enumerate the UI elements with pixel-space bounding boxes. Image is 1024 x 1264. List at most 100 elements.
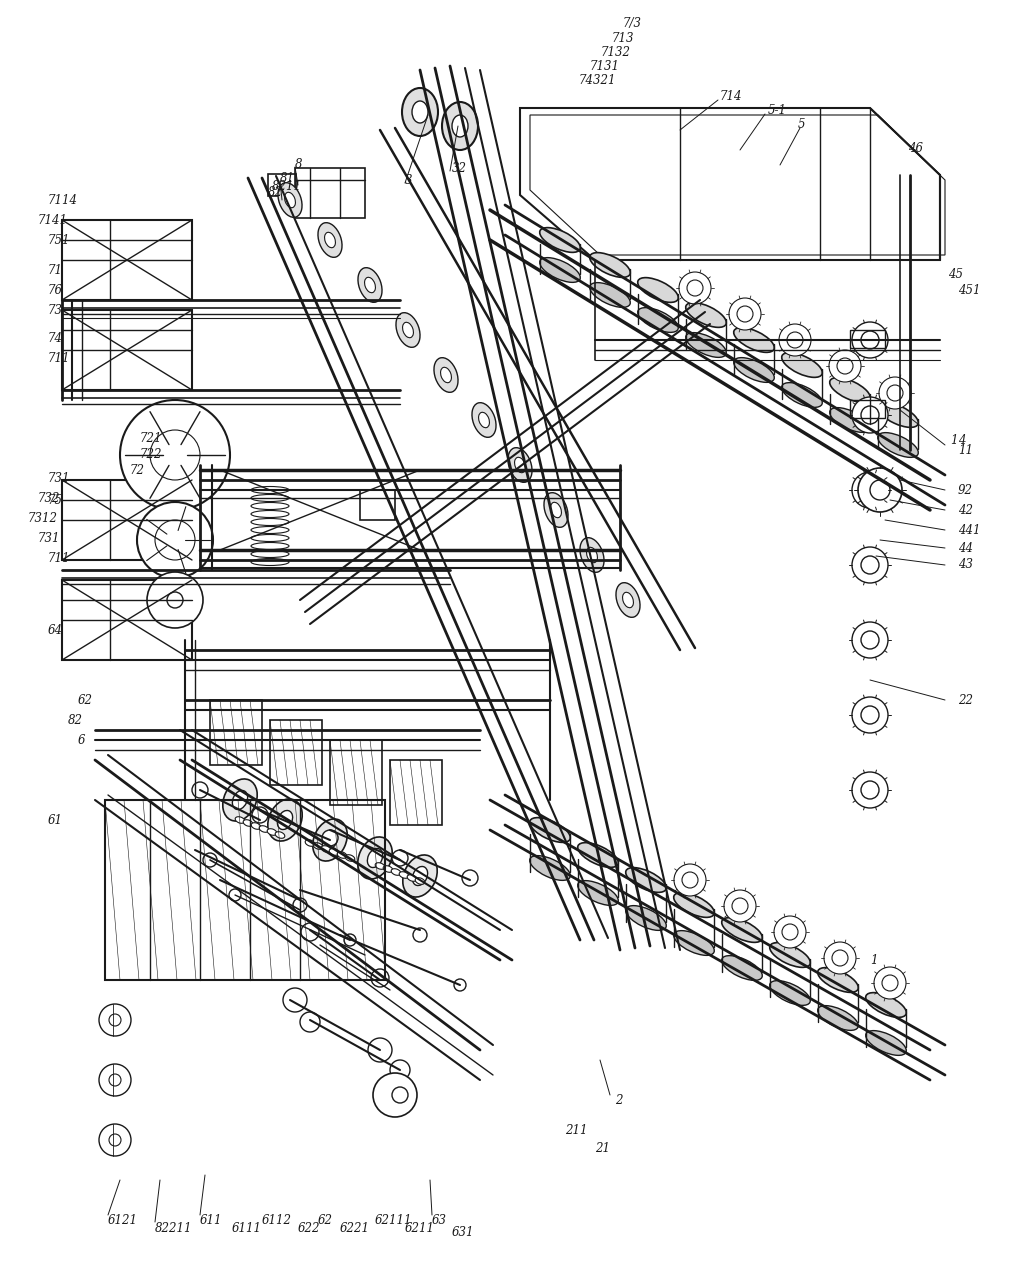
Circle shape (861, 482, 879, 499)
Circle shape (301, 923, 319, 940)
Bar (62, 310, 193, 391)
Text: 74: 74 (48, 331, 63, 345)
Text: 711: 711 (48, 551, 71, 565)
Text: 11: 11 (958, 444, 973, 456)
Ellipse shape (312, 819, 347, 861)
Ellipse shape (223, 779, 257, 822)
Ellipse shape (781, 383, 822, 407)
Circle shape (167, 592, 183, 608)
Circle shape (782, 924, 798, 940)
Ellipse shape (590, 253, 631, 277)
Ellipse shape (770, 943, 810, 967)
Ellipse shape (540, 228, 581, 253)
Bar (105, 800, 385, 980)
Ellipse shape (674, 930, 715, 956)
Circle shape (861, 556, 879, 574)
Ellipse shape (408, 875, 417, 881)
Circle shape (674, 865, 706, 896)
Ellipse shape (323, 830, 338, 849)
Text: 1: 1 (950, 434, 958, 446)
Ellipse shape (251, 559, 289, 565)
Ellipse shape (232, 790, 248, 809)
Text: 73: 73 (48, 303, 63, 316)
Text: 5-1: 5-1 (768, 104, 787, 116)
Circle shape (99, 1124, 131, 1157)
Bar (268, 174, 296, 196)
Text: 4: 4 (958, 434, 966, 446)
Text: 64: 64 (48, 623, 63, 637)
Circle shape (687, 281, 703, 296)
Text: 62: 62 (78, 694, 93, 707)
Text: 2: 2 (615, 1093, 623, 1106)
Ellipse shape (770, 981, 810, 1005)
Ellipse shape (251, 487, 289, 493)
Text: 5: 5 (798, 118, 806, 130)
Ellipse shape (442, 102, 478, 150)
Ellipse shape (626, 867, 667, 892)
Ellipse shape (275, 832, 285, 838)
Text: 7312: 7312 (28, 512, 58, 525)
Text: 61: 61 (48, 814, 63, 827)
Circle shape (322, 830, 338, 846)
Circle shape (392, 1087, 408, 1103)
Text: 451: 451 (958, 283, 981, 297)
Text: 72: 72 (130, 464, 145, 477)
Ellipse shape (402, 854, 437, 897)
Text: 92: 92 (958, 484, 973, 497)
Text: 62: 62 (318, 1213, 333, 1226)
Circle shape (852, 322, 888, 358)
Ellipse shape (818, 968, 858, 992)
Text: 1: 1 (870, 953, 878, 967)
Text: 46: 46 (908, 142, 923, 154)
Circle shape (392, 849, 408, 866)
Text: 8: 8 (295, 158, 302, 171)
Circle shape (852, 622, 888, 659)
Ellipse shape (865, 992, 906, 1018)
Circle shape (368, 1038, 392, 1062)
Ellipse shape (259, 825, 269, 832)
Ellipse shape (686, 332, 726, 358)
Ellipse shape (587, 547, 597, 562)
Text: 43: 43 (958, 559, 973, 571)
Ellipse shape (267, 799, 302, 841)
Text: 42: 42 (958, 503, 973, 517)
Text: 7132: 7132 (601, 46, 631, 58)
Ellipse shape (413, 866, 428, 886)
Circle shape (99, 1004, 131, 1036)
Ellipse shape (540, 258, 581, 282)
Ellipse shape (878, 432, 919, 458)
Text: 6112: 6112 (262, 1213, 292, 1226)
Text: 211: 211 (565, 1124, 588, 1136)
Circle shape (373, 1073, 417, 1117)
Text: 622: 622 (298, 1221, 321, 1235)
Circle shape (874, 967, 906, 999)
Ellipse shape (251, 823, 261, 829)
Ellipse shape (818, 1006, 858, 1030)
Circle shape (732, 897, 748, 914)
Ellipse shape (686, 302, 726, 327)
Circle shape (870, 480, 890, 501)
Ellipse shape (590, 283, 631, 307)
Circle shape (724, 890, 756, 921)
Circle shape (682, 872, 698, 889)
Circle shape (413, 928, 427, 942)
Ellipse shape (829, 378, 870, 402)
Text: 82: 82 (268, 186, 283, 198)
Ellipse shape (674, 892, 715, 918)
Text: 711: 711 (48, 351, 71, 364)
Ellipse shape (278, 810, 293, 829)
Ellipse shape (399, 872, 409, 878)
Bar (850, 330, 885, 348)
Ellipse shape (251, 542, 289, 550)
Circle shape (137, 502, 213, 578)
Ellipse shape (383, 866, 393, 872)
Text: 74321: 74321 (579, 73, 616, 86)
Ellipse shape (544, 493, 568, 527)
Ellipse shape (267, 829, 276, 836)
Text: 7141: 7141 (38, 214, 68, 226)
Ellipse shape (829, 407, 870, 432)
Text: 63: 63 (432, 1213, 447, 1226)
Circle shape (861, 707, 879, 724)
Circle shape (193, 782, 208, 798)
Bar (330, 739, 382, 805)
